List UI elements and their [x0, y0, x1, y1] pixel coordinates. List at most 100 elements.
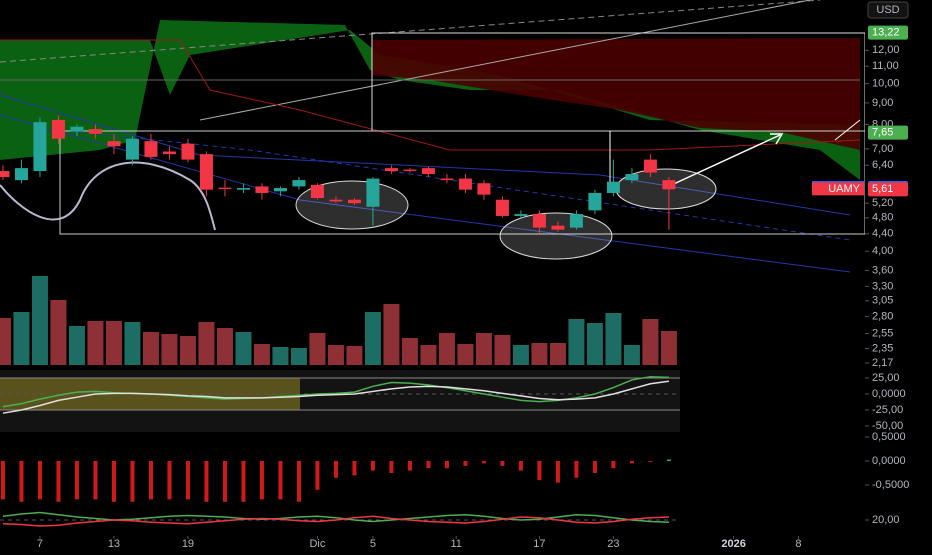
volume-bar: [623, 345, 640, 365]
histogram-bar: [167, 460, 172, 500]
y-tick-label: 11,00: [872, 60, 899, 72]
volume-bar: [253, 344, 270, 365]
histogram-bar: [444, 460, 449, 469]
candle-body: [606, 181, 620, 193]
histogram-bar: [222, 460, 227, 502]
histogram-bar: [185, 460, 190, 500]
candle-body: [88, 129, 102, 134]
volume-bar: [383, 304, 400, 365]
volume-bar: [161, 334, 178, 365]
candle-body: [33, 122, 47, 172]
histogram-bar: [148, 460, 153, 500]
volume-bar: [272, 347, 289, 365]
histogram-bar: [19, 460, 24, 502]
candle-body: [569, 214, 583, 228]
candle-body: [514, 214, 528, 216]
x-tick-label: 11: [450, 538, 461, 550]
histogram-bar: [555, 460, 560, 483]
volume-bar: [142, 332, 159, 365]
currency-button[interactable]: [867, 1, 909, 19]
candle-body: [218, 187, 232, 190]
trend-line: [0, 114, 851, 273]
volume-bar: [457, 344, 474, 365]
y-tick-label: 2,80: [872, 310, 893, 322]
candle-body: [440, 178, 454, 181]
candle-body: [477, 183, 491, 195]
y-tick-label: -50,00: [872, 420, 903, 432]
volume-bar: [549, 343, 566, 365]
histogram-bar: [93, 460, 98, 500]
y-tick-label: 4,80: [872, 212, 893, 224]
volume-bar: [438, 333, 455, 365]
cloud-red: [372, 38, 860, 150]
volume-bar: [124, 322, 141, 365]
volume-bar: [13, 312, 30, 365]
candle-body: [329, 199, 343, 202]
volume-bar: [87, 321, 104, 365]
volume-bar: [179, 336, 196, 365]
histogram-bar: [648, 460, 653, 462]
arrow: [664, 133, 784, 189]
candle-body: [144, 141, 158, 157]
candle-body: [625, 174, 639, 181]
histogram-bar: [500, 460, 505, 466]
y-tick-label: 5,20: [872, 197, 893, 209]
candle-body: [0, 171, 10, 178]
y-tick-label: 25,00: [872, 372, 900, 384]
volume-bar: [605, 313, 622, 365]
y-tick-label: 9,00: [872, 97, 893, 109]
y-tick-label: 6,40: [872, 159, 893, 171]
volume-bar: [586, 323, 603, 365]
candle-body: [588, 192, 602, 211]
x-tick-label: 13: [108, 538, 120, 550]
indicator-line: [2, 380, 670, 414]
histogram-bar: [389, 460, 394, 473]
candle-body: [532, 214, 546, 228]
candle-body: [107, 141, 121, 147]
price-badge: [868, 25, 908, 40]
histogram-bar: [592, 460, 597, 473]
x-tick-label: 7: [37, 538, 43, 550]
histogram-bar: [37, 460, 42, 500]
histogram-bar: [296, 460, 301, 502]
volume-bar: [512, 345, 529, 365]
volume-bar: [346, 346, 363, 365]
volume-bar: [364, 312, 381, 365]
trend-line: [0, 0, 821, 63]
candle-body: [236, 188, 250, 190]
circle: [499, 212, 613, 260]
histogram-bar: [315, 460, 320, 490]
y-tick-label: 3,05: [872, 295, 893, 307]
volume-bar: [475, 333, 492, 365]
x-tick-label: 2026: [721, 538, 745, 550]
histogram-bar: [352, 460, 357, 476]
volume-bar: [0, 318, 11, 365]
candle-body: [273, 188, 287, 192]
volume-bar: [531, 343, 548, 365]
y-tick-label: 3,30: [872, 280, 893, 292]
badge-name: UAMY: [828, 183, 860, 195]
candle-body: [162, 151, 176, 155]
volume-bar: [642, 319, 659, 365]
y-tick-label: 7,00: [872, 143, 893, 155]
volume-bar: [68, 326, 85, 365]
histogram-bar: [333, 460, 338, 478]
candle-body: [70, 126, 84, 132]
price-badge-label: 13,22: [872, 27, 900, 39]
volume-bar: [235, 332, 252, 365]
candle-body: [643, 159, 657, 173]
y-tick-label: 2,55: [872, 327, 893, 339]
volume-bar: [327, 345, 344, 365]
x-tick-label: 17: [533, 538, 545, 550]
candle-body: [403, 169, 417, 172]
candle-body: [384, 168, 398, 172]
y-tick-label: 4,00: [872, 245, 893, 257]
volume-bar: [420, 345, 437, 365]
x-tick-label: 19: [182, 538, 194, 550]
currency[interactable]: USD: [876, 4, 899, 16]
candle-body: [458, 178, 472, 190]
volume-bar: [494, 335, 511, 365]
volume-bar: [31, 276, 48, 365]
price-badge-label: 7,65: [872, 127, 893, 139]
